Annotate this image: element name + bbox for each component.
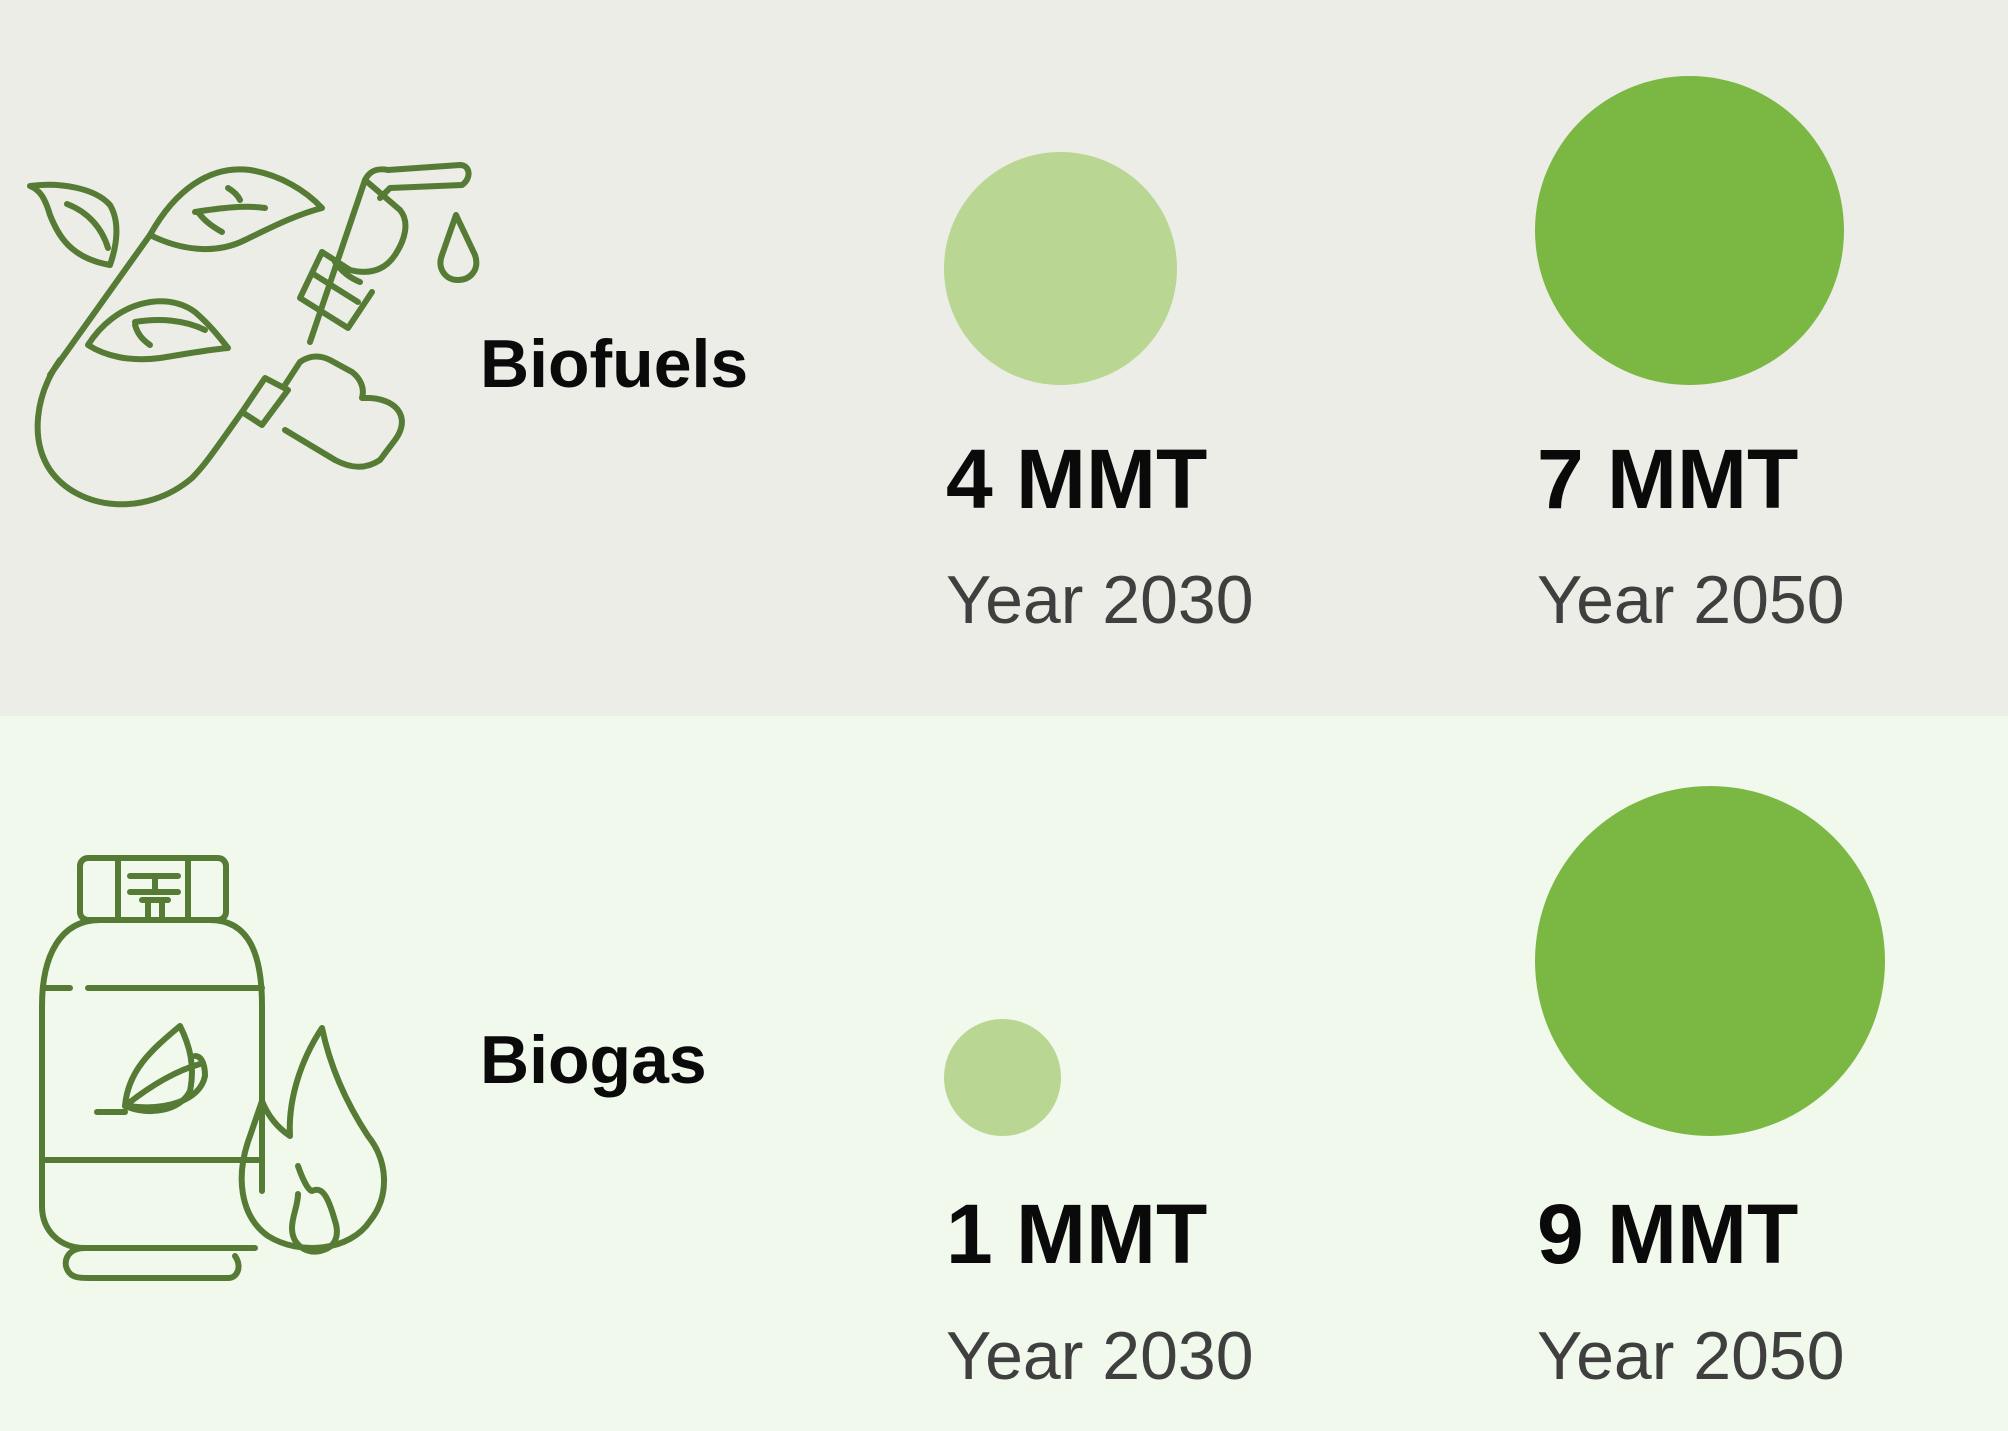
year-label-2050: Year 2050 [1537,562,1845,638]
year-label-2050: Year 2050 [1537,1318,1845,1394]
bubble-2050 [1535,76,1844,385]
category-row-biogas: Biogas 1 MMT 9 MMT Year 2030 Year 2050 [0,716,2008,1431]
bubble-2050 [1535,786,1885,1136]
bubble-2030 [944,1019,1061,1136]
value-label-2050: 7 MMT [1537,432,1799,526]
year-label-2030: Year 2030 [946,562,1254,638]
bubble-2030 [944,151,1178,385]
year-label-2030: Year 2030 [946,1318,1254,1394]
value-label-2050: 9 MMT [1537,1187,1799,1281]
biogas-cylinder-flame-icon [39,855,387,1281]
value-label-2030: 4 MMT [946,432,1208,526]
biofuel-pump-leaves-icon [27,162,480,508]
value-label-2030: 1 MMT [946,1187,1208,1281]
category-label: Biofuels [480,326,749,402]
category-label: Biogas [480,1022,707,1098]
category-row-biofuels: Biofuels 4 MMT 7 MMT Year 2030 Year 2050 [0,0,2008,716]
